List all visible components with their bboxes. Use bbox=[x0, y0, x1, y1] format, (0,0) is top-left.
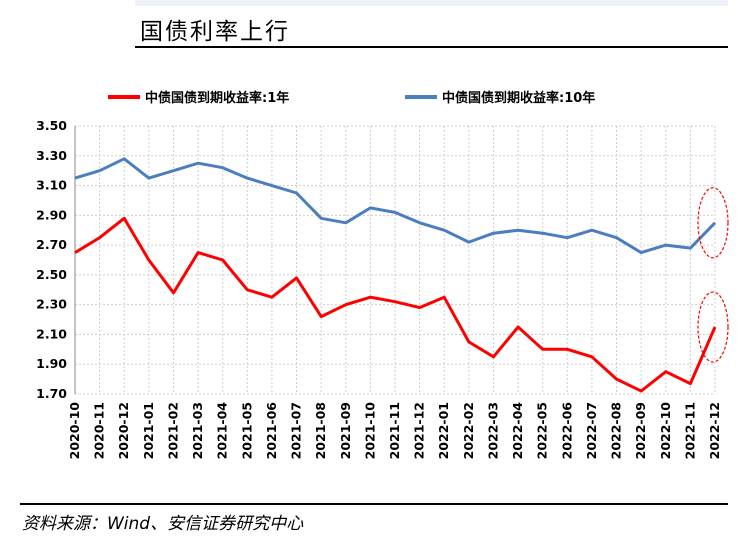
y-tick-label: 2.30 bbox=[36, 297, 67, 312]
x-tick-label: 2022-07 bbox=[584, 402, 599, 459]
x-tick-label: 2021-04 bbox=[215, 402, 230, 460]
y-tick-label: 2.10 bbox=[36, 326, 67, 341]
y-tick-label: 1.90 bbox=[36, 356, 67, 371]
x-tick-label: 2021-03 bbox=[190, 402, 205, 459]
y-tick-label: 2.50 bbox=[36, 267, 67, 282]
x-tick-label: 2021-07 bbox=[289, 402, 304, 459]
title-band bbox=[135, 0, 728, 6]
chart-grid bbox=[74, 125, 716, 395]
x-tick-label: 2020-12 bbox=[116, 402, 131, 459]
y-tick-label: 2.90 bbox=[36, 207, 67, 222]
x-tick-label: 2022-08 bbox=[609, 402, 624, 459]
x-tick-label: 2022-11 bbox=[682, 402, 697, 459]
annotations bbox=[697, 187, 729, 363]
annotation-ellipse-1 bbox=[697, 291, 729, 363]
x-tick-label: 2021-11 bbox=[387, 402, 402, 459]
x-tick-label: 2021-12 bbox=[412, 402, 427, 459]
x-tick-label: 2022-04 bbox=[510, 402, 525, 460]
x-tick-label: 2020-11 bbox=[92, 402, 107, 459]
series-lines bbox=[74, 157, 717, 393]
x-tick-label: 2022-03 bbox=[485, 402, 500, 459]
x-tick-label: 2021-02 bbox=[165, 402, 180, 459]
x-tick-label: 2022-02 bbox=[461, 402, 476, 459]
x-axis-ticks: 2020-10 2020-11 2020-12 2021-01 2021-02 2021-… bbox=[67, 402, 722, 460]
x-tick-label: 2022-06 bbox=[559, 402, 574, 460]
legend-label-1: 中债国债到期收益率:1年 bbox=[145, 90, 289, 106]
y-tick-label: 3.30 bbox=[36, 148, 67, 163]
x-tick-label: 2021-01 bbox=[141, 402, 156, 459]
y-tick-label: 3.50 bbox=[36, 118, 67, 133]
series-line-1 bbox=[74, 216, 717, 393]
page-title: 国债利率上行 bbox=[140, 19, 290, 45]
title-rule bbox=[135, 46, 728, 48]
x-tick-label: 2022-10 bbox=[658, 402, 673, 460]
x-tick-label: 2021-10 bbox=[362, 402, 377, 460]
footer-rule bbox=[20, 503, 728, 505]
x-tick-label: 2022-12 bbox=[707, 402, 722, 459]
x-tick-label: 2021-08 bbox=[313, 402, 328, 459]
x-tick-label: 2022-01 bbox=[436, 402, 451, 459]
legend: 中债国债到期收益率:1年 中债国债到期收益率:10年 bbox=[108, 90, 595, 106]
x-tick-label: 2021-05 bbox=[239, 402, 254, 459]
source-note: 资料来源：Wind、安信证券研究中心 bbox=[22, 514, 304, 534]
x-tick-label: 2021-09 bbox=[338, 402, 353, 459]
annotation-ellipse-2 bbox=[697, 187, 729, 259]
y-axis-ticks: 3.50 3.30 3.10 2.90 2.70 2.50 2.30 2.10 1.90 1.70 bbox=[36, 118, 67, 401]
y-tick-label: 2.70 bbox=[36, 237, 67, 252]
legend-label-2: 中债国债到期收益率:10年 bbox=[442, 90, 595, 106]
x-tick-label: 2022-05 bbox=[535, 402, 550, 459]
x-tick-label: 2022-09 bbox=[633, 402, 648, 459]
series-line-2 bbox=[74, 157, 717, 255]
x-tick-label: 2021-06 bbox=[264, 402, 279, 460]
y-tick-label: 1.70 bbox=[36, 386, 67, 401]
x-tick-label: 2020-10 bbox=[67, 402, 82, 460]
y-tick-label: 3.10 bbox=[36, 178, 67, 193]
